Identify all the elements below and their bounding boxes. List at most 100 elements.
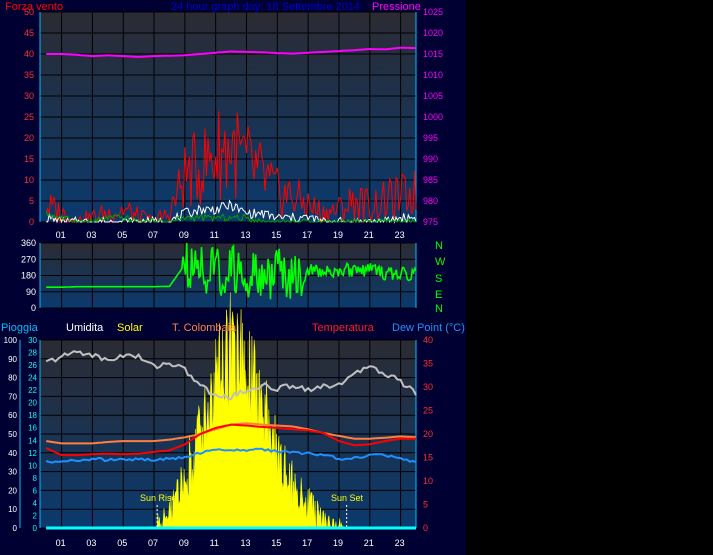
x-tick-label: 05 [117, 230, 127, 240]
temp-tick-label: 15 [423, 453, 433, 463]
temp-tick-label: 5 [423, 500, 428, 510]
pressure-tick-label: 1020 [423, 28, 443, 38]
x-tick-label: 05 [117, 538, 127, 548]
rain-tick-label: 0 [13, 524, 18, 533]
pressure-tick-label: 980 [423, 196, 438, 206]
wind-axis-label: Forza vento [5, 1, 63, 13]
solar-tick-label: 22 [28, 386, 37, 395]
blank-area [466, 0, 713, 555]
rain-tick-label: 90 [8, 355, 17, 364]
temp-tick-label: 30 [423, 382, 433, 392]
pressure-axis-label: Pressione [372, 1, 421, 13]
temp-tick-label: 25 [423, 406, 433, 416]
temperature-series [45, 423, 416, 457]
solar-tick-label: 24 [28, 374, 37, 383]
x-tick-label: 17 [302, 538, 312, 548]
x-tick-label: 07 [148, 230, 158, 240]
dewpoint-series [45, 447, 417, 464]
solar-tick-label: 20 [28, 399, 37, 408]
x-tick-label: 21 [364, 538, 374, 548]
solar-tick-label: 10 [28, 461, 37, 470]
direction-tick-label: 360 [21, 238, 36, 248]
x-tick-label: 13 [240, 538, 250, 548]
x-tick-label: 09 [179, 230, 189, 240]
solar-tick-label: 18 [28, 411, 37, 420]
pressure-tick-label: 985 [423, 175, 438, 185]
avg-wind-series [45, 210, 417, 224]
legend-temperature: Temperatura [312, 322, 375, 334]
wind-tick-label: 50 [24, 7, 34, 17]
direction-tick-label: 180 [21, 271, 36, 281]
solar-tick-label: 28 [28, 349, 37, 358]
rain-tick-label: 20 [8, 486, 17, 495]
x-tick-label: 23 [395, 230, 405, 240]
x-tick-label: 03 [86, 230, 96, 240]
pressure-tick-label: 1005 [423, 91, 443, 101]
solar-tick-label: 12 [28, 449, 37, 458]
x-tick-label: 09 [179, 538, 189, 548]
solar-tick-label: 14 [28, 436, 37, 445]
x-tick-label: 19 [333, 230, 343, 240]
pressure-tick-label: 990 [423, 154, 438, 164]
wind-tick-label: 5 [29, 196, 34, 206]
legend-dewpoint: Dew Point (°C) [392, 322, 465, 334]
wind-series [45, 111, 417, 224]
rain-tick-label: 40 [8, 449, 17, 458]
pressure-tick-label: 1010 [423, 70, 443, 80]
solar-tick-label: 16 [28, 424, 37, 433]
x-tick-label: 21 [364, 230, 374, 240]
wind-tick-label: 40 [24, 49, 34, 59]
x-tick-label: 23 [395, 538, 405, 548]
compass-w: W [435, 256, 446, 268]
sunrise-label: Sun Rise [140, 493, 177, 503]
solar-tick-label: 6 [33, 486, 38, 495]
direction-tick-label: 90 [26, 287, 36, 297]
x-tick-label: 01 [56, 538, 66, 548]
x-tick-label: 03 [86, 538, 96, 548]
rain-tick-label: 100 [4, 336, 18, 345]
legend-rain: Pioggia [1, 322, 39, 334]
x-tick-label: 11 [210, 538, 219, 548]
rain-tick-label: 50 [8, 430, 17, 439]
temp-tick-label: 35 [423, 359, 433, 369]
rain-tick-label: 30 [8, 468, 17, 477]
pressure-tick-label: 995 [423, 133, 438, 143]
wind-tick-label: 20 [24, 133, 34, 143]
legend-solar: Solar [117, 322, 143, 334]
pressure-tick-label: 1000 [423, 112, 443, 122]
temp-tick-label: 20 [423, 429, 433, 439]
compass-n1: N [435, 240, 443, 252]
rain-tick-label: 60 [8, 411, 17, 420]
legend-colombaia: T. Colombaia [172, 322, 237, 334]
x-tick-label: 11 [210, 230, 219, 240]
humidity-series [45, 350, 417, 401]
x-tick-label: 15 [271, 538, 281, 548]
direction-tick-label: 270 [21, 254, 36, 264]
x-tick-label: 17 [302, 230, 312, 240]
wind-tick-label: 35 [24, 70, 34, 80]
wind-tick-label: 0 [29, 217, 34, 227]
pressure-series [46, 46, 417, 58]
wind-tick-label: 25 [24, 112, 34, 122]
rain-tick-label: 70 [8, 392, 17, 401]
direction-tick-label: 0 [31, 303, 36, 313]
solar-tick-label: 30 [28, 336, 37, 345]
temp-tick-label: 10 [423, 476, 433, 486]
compass-e: E [435, 289, 442, 301]
wind-tick-label: 45 [24, 28, 34, 38]
sunset-label: Sun Set [331, 493, 364, 503]
wind-tick-label: 30 [24, 91, 34, 101]
pressure-tick-label: 1025 [423, 7, 443, 17]
temp-tick-label: 0 [423, 523, 428, 533]
legend-humidity: Umidita [66, 322, 104, 334]
rain-tick-label: 10 [8, 505, 17, 514]
wind-direction-series [46, 242, 417, 300]
x-tick-label: 19 [333, 538, 343, 548]
x-tick-label: 15 [271, 230, 281, 240]
x-tick-label: 01 [56, 230, 66, 240]
x-tick-label: 13 [240, 230, 250, 240]
wind-tick-label: 10 [24, 175, 34, 185]
wind-tick-label: 15 [24, 154, 34, 164]
compass-s: S [435, 273, 442, 285]
temp-tick-label: 40 [423, 335, 433, 345]
